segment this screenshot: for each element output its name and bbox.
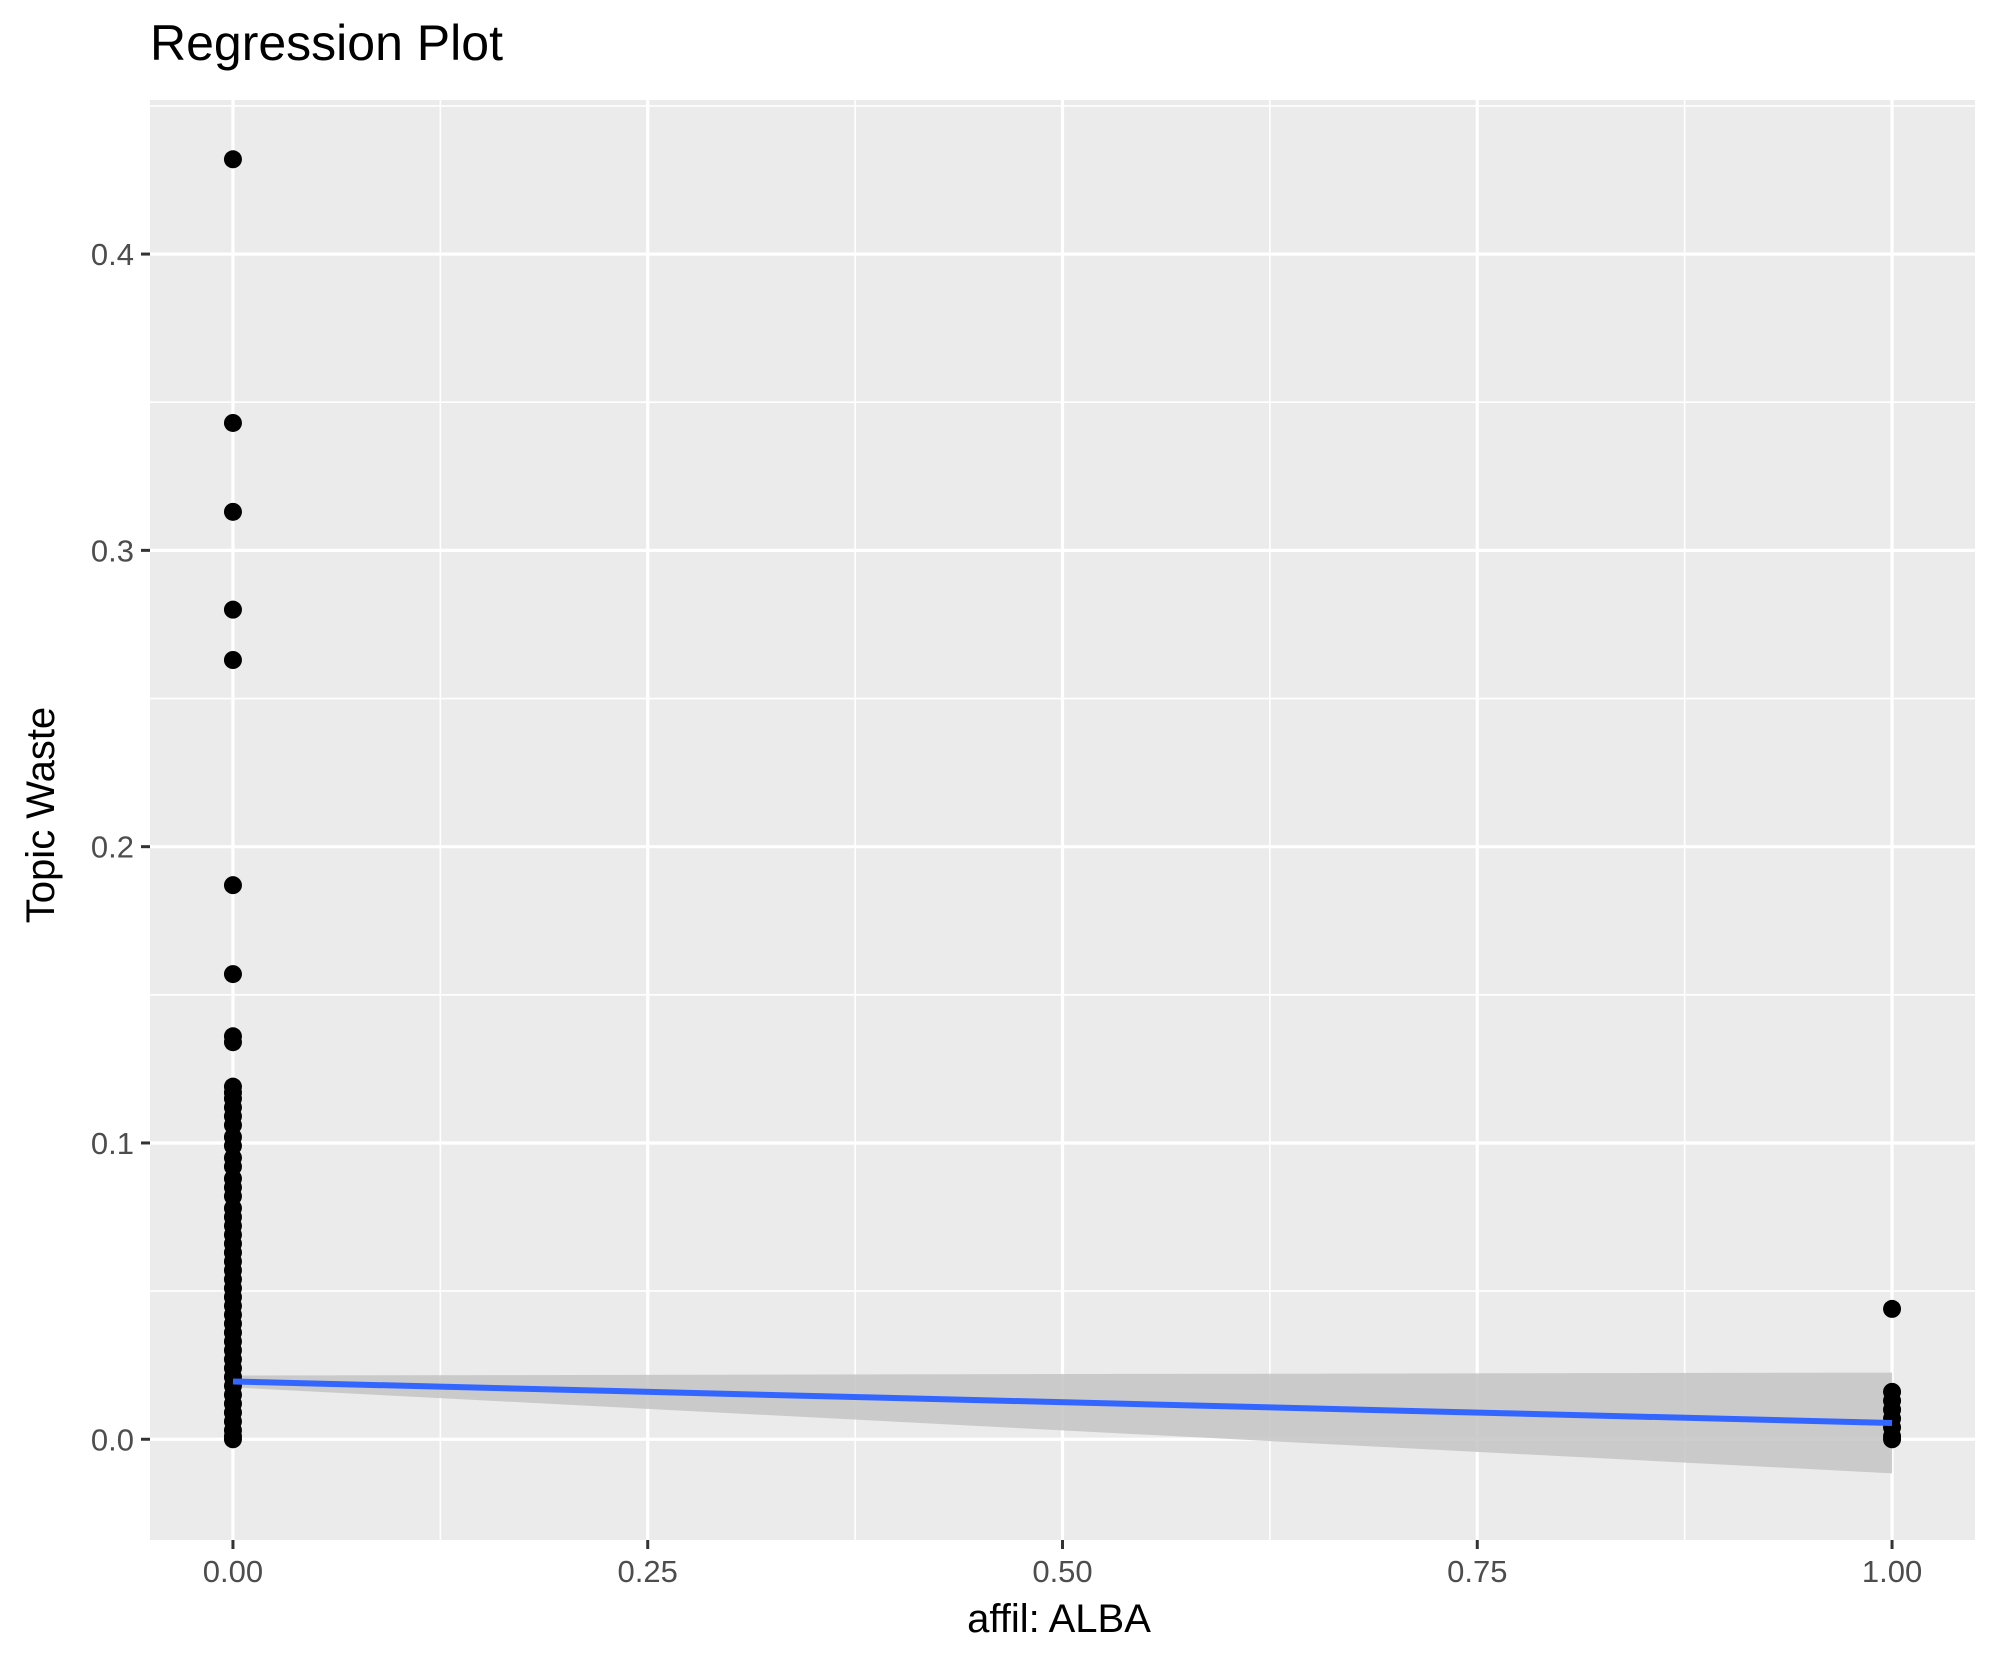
data-point bbox=[223, 876, 242, 895]
y-tick-label: 0.4 bbox=[91, 237, 134, 272]
x-tick-label: 0.25 bbox=[618, 1554, 678, 1589]
y-tick-label: 0.2 bbox=[91, 830, 134, 865]
y-tick-label: 0.1 bbox=[91, 1126, 134, 1161]
data-point bbox=[223, 965, 242, 984]
data-point bbox=[223, 502, 242, 521]
x-axis-title: affil: ALBA bbox=[967, 1597, 1151, 1641]
x-axis: 0.00 0.25 0.50 0.75 1.00 bbox=[203, 1540, 1922, 1589]
chart-title: Regression Plot bbox=[150, 15, 503, 71]
x-tick-label: 1.00 bbox=[1862, 1554, 1922, 1589]
data-point bbox=[223, 1430, 242, 1449]
regression-line-layer bbox=[232, 1378, 1893, 1426]
confidence-band-layer bbox=[232, 1372, 1893, 1474]
x-tick-label: 0.75 bbox=[1447, 1554, 1507, 1589]
confidence-band bbox=[232, 1372, 1893, 1474]
data-point bbox=[223, 600, 242, 619]
x-tick-label: 0.00 bbox=[203, 1554, 263, 1589]
y-axis-title: Topic Waste bbox=[19, 707, 63, 923]
data-point bbox=[223, 651, 242, 669]
data-points bbox=[223, 150, 1902, 1449]
y-tick-label: 0.3 bbox=[91, 533, 134, 568]
y-tick-label: 0.0 bbox=[91, 1422, 134, 1457]
regression-line bbox=[232, 1378, 1893, 1426]
data-point bbox=[1883, 1299, 1902, 1318]
data-point bbox=[223, 150, 242, 169]
data-point bbox=[223, 1033, 242, 1052]
data-point bbox=[223, 413, 242, 432]
data-point bbox=[1883, 1430, 1902, 1449]
y-axis: 0.0 0.1 0.2 0.3 0.4 bbox=[91, 237, 150, 1457]
x-tick-label: 0.50 bbox=[1032, 1554, 1092, 1589]
